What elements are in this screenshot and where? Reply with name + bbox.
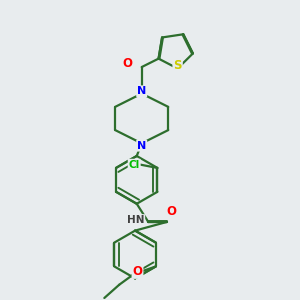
Text: Cl: Cl bbox=[129, 160, 140, 170]
Text: O: O bbox=[167, 205, 177, 218]
Text: N: N bbox=[137, 141, 146, 151]
Text: S: S bbox=[173, 59, 182, 72]
Text: O: O bbox=[123, 57, 133, 70]
Text: N: N bbox=[137, 86, 146, 96]
Text: HN: HN bbox=[127, 215, 144, 225]
Text: O: O bbox=[133, 265, 142, 278]
